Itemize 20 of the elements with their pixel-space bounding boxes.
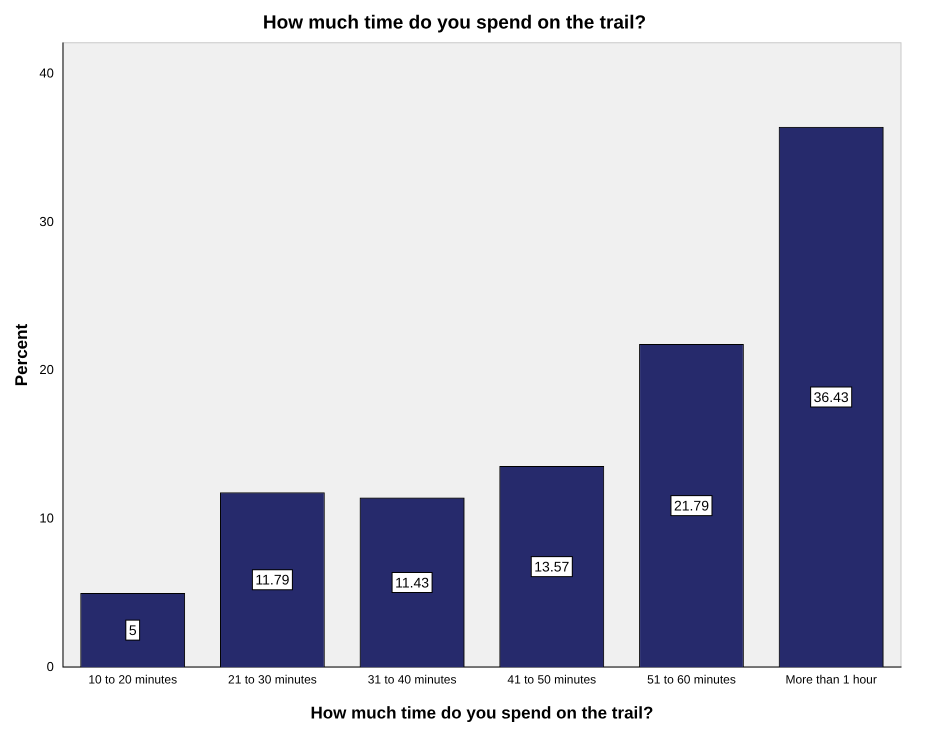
data-label: 13.57 — [534, 558, 570, 574]
y-tick-label: 30 — [39, 214, 54, 229]
x-tick-label: 10 to 20 minutes — [88, 672, 178, 687]
y-axis-title: Percent — [12, 323, 31, 386]
y-tick-label: 0 — [46, 658, 54, 674]
x-tick-label: More than 1 hour — [785, 672, 877, 687]
data-label: 21.79 — [674, 497, 710, 514]
data-label: 11.43 — [395, 574, 430, 590]
chart-title: How much time do you spend on the trail? — [262, 12, 646, 34]
x-tick-label: 41 to 50 minutes — [507, 672, 596, 687]
y-tick-label: 10 — [39, 510, 54, 526]
x-tick-label: 31 to 40 minutes — [368, 672, 456, 687]
data-label: 11.79 — [255, 572, 290, 588]
y-tick-label: 20 — [39, 362, 54, 378]
x-axis-title: How much time do you spend on the trail? — [310, 703, 654, 722]
x-tick-label: 21 to 30 minutes — [228, 672, 317, 687]
y-tick-label: 40 — [39, 66, 54, 81]
data-label: 5 — [128, 622, 137, 638]
x-tick-label: 51 to 60 minutes — [647, 672, 736, 687]
data-label: 36.43 — [814, 388, 849, 405]
